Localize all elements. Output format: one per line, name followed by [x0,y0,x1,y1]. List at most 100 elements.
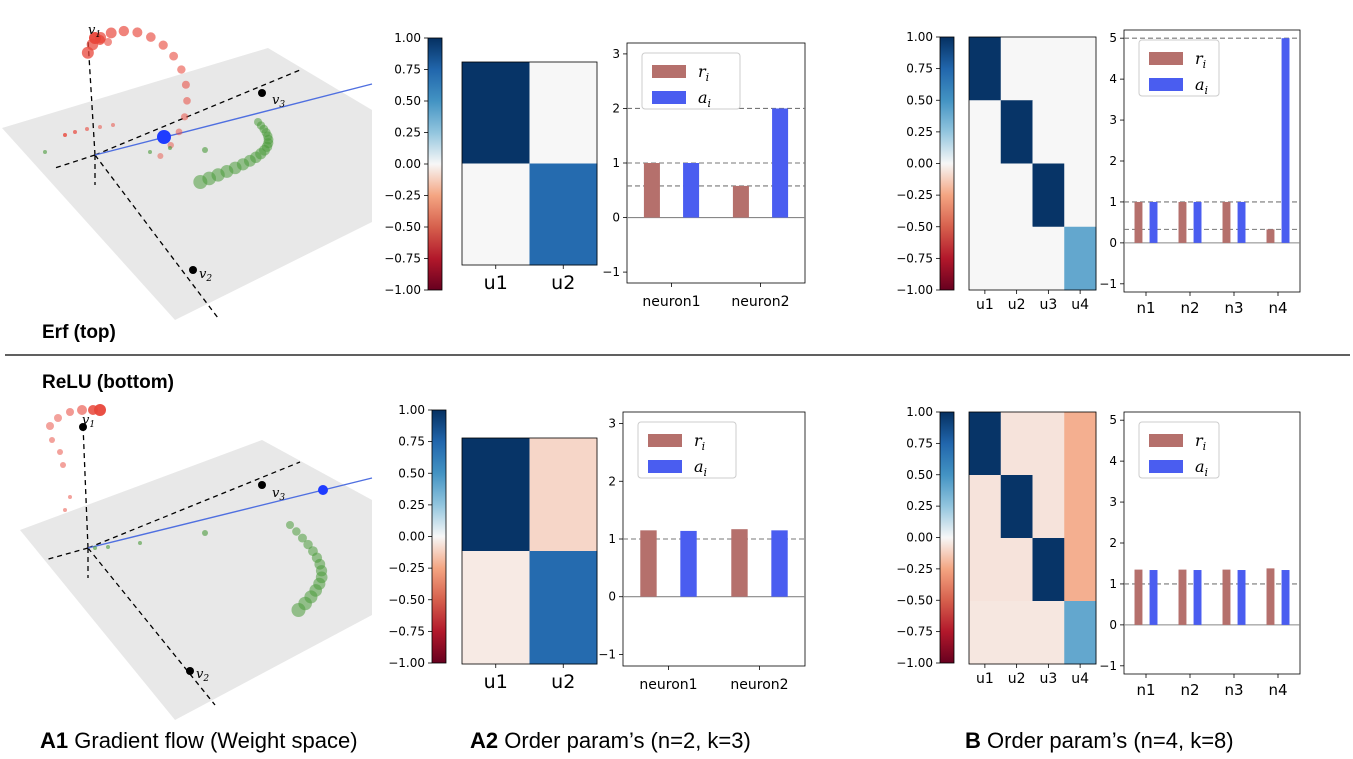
bar-bottom-b-legend-label-r: ri [1195,431,1206,453]
heatmap-top-b-tick-label: u4 [1071,297,1089,313]
colorbar-top-a2: 1.00 0.75 0.50 0.25 0.00 −0.25 −0.50 −0.75 −1.00 [384,31,443,297]
green-trajectory-point [138,541,142,545]
colorbar-top-a2-gradient [427,37,443,291]
red-trajectory-point [118,25,130,37]
bar-bottom-b-ytick-label: 4 [1109,454,1117,468]
heatmap-bottom-a2-tick-label: u1 [484,671,508,693]
heatmap-top-b-cell [969,100,1002,164]
bar-bottom-b: −1 0 1 2 3 4 5 n1 n2 n3 n4 ri ai [1099,411,1301,699]
colorbar-bottom-b-tick-label: 0.25 [906,499,933,513]
colorbar-top-a2-tick-label: 0.50 [394,94,421,108]
heatmap-top-b-cell [1064,226,1097,291]
heatmap-top-b: u1 u2 u3 u4 [968,36,1097,313]
bar-top-a2-ytick-label: 1 [612,156,620,170]
bar-top-a2-ytick-label: 3 [612,47,620,61]
colorbar-bottom-a2-tick-label: −0.75 [388,624,425,638]
heatmap-bottom-b-cell [1064,412,1097,476]
heatmap-top-b-cell [1032,37,1065,101]
weight-axis-2 [82,424,89,549]
green-trajectory-point [297,533,307,543]
bar-bottom-a2-legend-swatch-a [648,460,682,473]
colorbar-top-a2-tick-label: 0.25 [394,126,421,140]
heatmap-top-b-cell [1064,37,1097,101]
heatmap-bottom-b-frame [968,411,1097,665]
heatmap-top-b-cell [1000,226,1033,291]
weight-space-diagram-top: v1 v2 v3 [2,23,373,320]
panel-caption-b: B Order param’s (n=4, k=8) [965,728,1234,754]
bar-top-b-ytick-label: 4 [1109,72,1117,86]
bar-bottom-a2: −1 0 1 2 3 neuron1 neuron2 ri ai [598,411,806,693]
bar-bottom-b-bar-r [1134,569,1143,625]
colorbar-top-a2-tick-label: −0.25 [384,189,421,203]
bar-top-b-ytick-label: −1 [1099,277,1117,291]
heatmap-bottom-b-cell [969,412,1002,476]
colorbar-top-b-tick-label: 0.25 [906,125,933,139]
heatmap-bottom-b-cell [1032,601,1065,665]
panel-title-b: Order param’s (n=4, k=8) [987,728,1234,753]
colorbar-top-b-gradient [939,36,955,291]
red-trajectory-point [77,405,87,415]
bar-bottom-b-ytick-label: 0 [1109,618,1117,632]
bar-top-b-xtick-label: n3 [1224,299,1243,317]
panel-tag-a2: A2 [470,728,499,753]
flow-line [94,83,373,156]
panel-caption-a1: A1 Gradient flow (Weight space) [40,728,358,754]
row-label-bottom: ReLU (bottom) [42,372,174,393]
bar-top-b: −1 0 1 2 3 4 5 n1 n2 n3 n4 ri ai [1099,29,1301,317]
heatmap-bottom-b-cell [1000,412,1033,476]
heatmap-top-b-tick-label: u3 [1039,297,1057,313]
vector-label-2: v2 [199,267,212,284]
charts-layer: 1.00 0.75 0.50 0.25 0.00 −0.25 −0.50 −0.75 −1.00… [384,29,1301,699]
panel-title-a1: Gradient flow (Weight space) [74,728,358,753]
green-trajectory-point [291,603,306,617]
vector-label-3: v3 [272,486,285,503]
weight-plane [20,440,372,720]
bar-bottom-a2-xtick-label: neuron1 [639,677,697,693]
heatmap-bottom-a2-cell [462,551,530,665]
green-trajectory-point [148,150,152,154]
vector-endpoint [189,266,197,274]
vector-endpoint [186,667,194,675]
bar-top-b-xtick-label: n1 [1136,299,1155,317]
bar-bottom-b-xtick-label: n2 [1180,681,1199,699]
bar-top-a2: −1 0 1 2 3 neuron1 neuron2 ri ai [602,42,806,310]
panel-caption-a2: A2 Order param’s (n=2, k=3) [470,728,751,754]
weight-space-diagram-bottom: v1 v2 v3 [20,404,373,720]
heatmap-top-a2-cell [529,62,598,164]
weight-axis-5 [54,154,96,169]
colorbar-top-b-tick-label: −0.75 [896,251,933,265]
bar-bottom-b-bar-r [1222,569,1231,625]
bar-top-b-legend-swatch-a [1149,78,1183,91]
vector-label-1: v1 [88,23,101,40]
fixed-point [318,485,328,495]
red-trajectory-point [54,414,62,422]
bar-top-b-ytick-label: 1 [1109,195,1117,209]
red-trajectory-point [169,51,179,61]
red-trajectory-point [158,40,168,50]
weight-axis-3 [87,461,301,549]
red-trajectory-point [157,152,164,159]
bar-top-b-legend-swatch-r [1149,52,1183,65]
bar-top-a2-legend-swatch-a [652,91,686,104]
bar-top-b-bar-r [1266,229,1275,243]
bar-bottom-b-xtick-label: n4 [1268,681,1287,699]
red-trajectory-point [181,80,190,89]
bar-bottom-a2-bar-a [680,530,697,597]
colorbar-bottom-b-tick-label: −0.50 [896,593,933,607]
heatmap-bottom-b-cell [1064,475,1097,539]
heatmap-top-b-cell [969,37,1002,101]
colorbar-bottom-b-gradient [939,411,955,664]
vector-label-3: v3 [272,93,285,110]
colorbar-top-a2-tick-label: 1.00 [394,31,421,45]
bar-top-a2-bar-a [683,163,700,218]
heatmap-bottom-b-cell [969,601,1002,665]
colorbar-top-b-tick-label: −0.50 [896,220,933,234]
red-trajectory-point [88,405,98,415]
red-trajectory-point [46,422,54,430]
red-trajectory-point [105,27,117,39]
colorbar-bottom-a2-tick-label: −0.50 [388,593,425,607]
heatmap-top-a2: u1 u2 [461,61,598,294]
bar-bottom-b-bar-a [1237,570,1246,625]
heatmap-bottom-b-cell [1000,475,1033,539]
heatmap-top-b-frame [968,36,1097,291]
